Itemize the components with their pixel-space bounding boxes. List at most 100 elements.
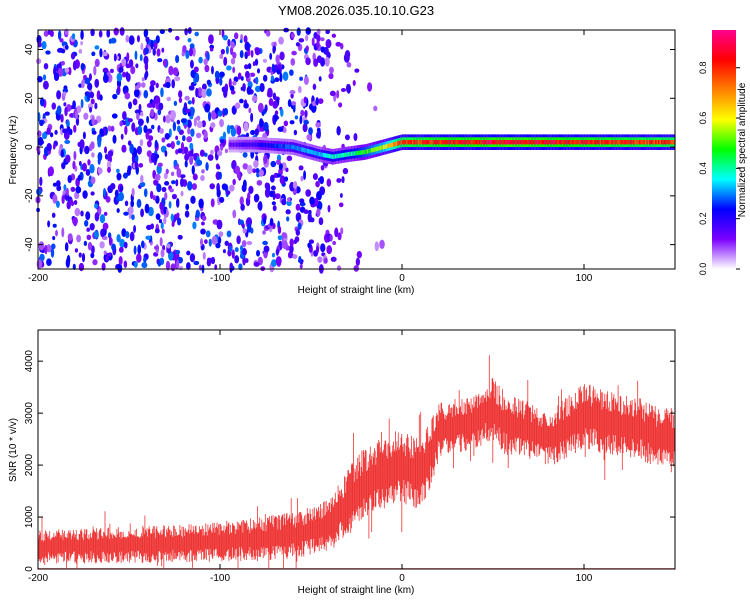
spectrogram-trace-segment [433,139,436,145]
spectrogram-trace-segment [366,149,369,154]
spectrogram-cell [159,237,163,247]
spectrogram-cell [101,262,106,271]
spectrogram-cell [316,55,323,63]
spectrogram-trace-segment [621,139,624,145]
spectrogram-cell [51,243,56,250]
spectrogram-trace-segment [330,154,332,159]
spectrogram-cell [161,47,165,53]
spectrogram-trace-segment [368,148,370,154]
spectrogram-cell [263,121,269,132]
colorbar-label: Normalized spectral amplitude [737,82,748,217]
spectrogram-cell [203,130,208,140]
spectrogram-cell [133,245,137,255]
spectrogram-cell [119,238,126,248]
spectrogram-cell [219,118,224,128]
spectrogram-cell [46,258,52,266]
spectrogram-cell [294,115,299,120]
spectrogram-cell [296,27,301,36]
spectrogram-cell [248,185,254,194]
spectrogram-cell [325,29,330,35]
spectrogram-cell [107,150,114,157]
spectrogram-cell [155,213,161,220]
spectrogram-cell [329,90,336,97]
spectrogram-cell [274,110,279,116]
spectrogram-cell [146,140,152,148]
spectrogram-trace-segment [276,143,279,149]
spectrogram-cell [279,176,283,184]
spectrogram-cell [190,195,196,204]
spectrogram-cell [196,120,203,129]
spectrogram-trace-segment [369,148,372,153]
snr-x-tick-label: -100 [210,573,230,584]
spectrogram-trace-segment [550,139,552,145]
spectrogram-trace-segment [513,139,516,145]
spectrogram-trace-segment [566,139,568,145]
spectrogram-cell [110,68,114,74]
spectrogram-cell [166,243,171,249]
spectrogram-cell [143,89,149,99]
spectrogram-trace-segment [563,139,565,145]
spectrogram-cell [143,125,148,134]
spectrogram-trace-segment [577,139,580,145]
spectrogram-cell [103,71,107,81]
spectrogram-cell [292,181,298,190]
spectrogram-cell [271,185,276,191]
spectrogram-cell [298,165,304,171]
spectrogram-cell [229,125,235,130]
spectrogram-cell [81,79,85,89]
spectrogram-cell [186,250,191,256]
spectrogram-cell [152,100,156,109]
spectrogram-cell [36,259,43,269]
spectrogram-cell [53,72,60,82]
spectrogram-trace-segment [596,139,599,145]
spectrogram-cell [72,263,76,270]
spectrogram-cell [367,82,373,92]
spectrogram-cell [210,256,216,265]
spectrogram-cell [151,124,155,130]
spectrogram-cell [290,58,296,66]
spectrogram-trace-segment [660,139,663,145]
spectrogram-trace-segment [510,139,513,145]
spectrogram-cell [104,146,108,154]
spectrogram-cell [285,167,289,172]
spectrogram-cell [89,163,95,174]
spectrogram-cell [305,27,312,35]
spectrogram-trace-segment [656,139,659,145]
spectrogram-trace-segment [237,142,239,147]
spectrogram-trace-segment [557,139,560,145]
spectrogram-cell [134,85,140,90]
spectrogram-cell [157,261,162,267]
spectrogram-cell [163,115,166,123]
spectrogram-cell [175,135,179,141]
spectrogram-cell [276,173,281,178]
spectrogram-cell [159,201,164,211]
spectrogram-cell [90,176,96,185]
spectrogram-cell [242,228,247,234]
spectrogram-cell [230,127,237,137]
spectrogram-cell [342,167,349,175]
spectrogram-trace-segment [516,139,519,145]
spectrogram-trace-segment [628,139,631,145]
spectrogram-cell [37,41,42,48]
spectrogram-trace-segment [604,139,606,145]
spectrogram-cell [292,104,296,113]
colorbar-tick-label: 0.4 [698,162,708,175]
spectrogram-cell [226,65,232,71]
colorbar-tick-label: 0.0 [698,263,708,276]
spectrogram-trace-segment [382,144,385,150]
spectrogram-cell [217,110,223,117]
spectrogram-cell [138,103,142,112]
spectrogram-cell [172,67,179,76]
spectrogram-trace-segment [521,139,523,145]
spectrogram-trace-segment [267,143,270,148]
spectrogram-cell [244,70,250,79]
spectrogram-cell [281,198,287,206]
spectrogram-cell [126,73,131,82]
spectrogram-x-axis-label: Height of straight line (km) [298,285,415,296]
spectrogram-trace-segment [282,144,284,149]
spectrogram-cell [199,149,205,157]
spectrogram-trace-segment [343,152,346,158]
spectrogram-cell [150,152,156,163]
spectrogram-cell [185,203,190,211]
spectrogram-cell [252,168,257,174]
